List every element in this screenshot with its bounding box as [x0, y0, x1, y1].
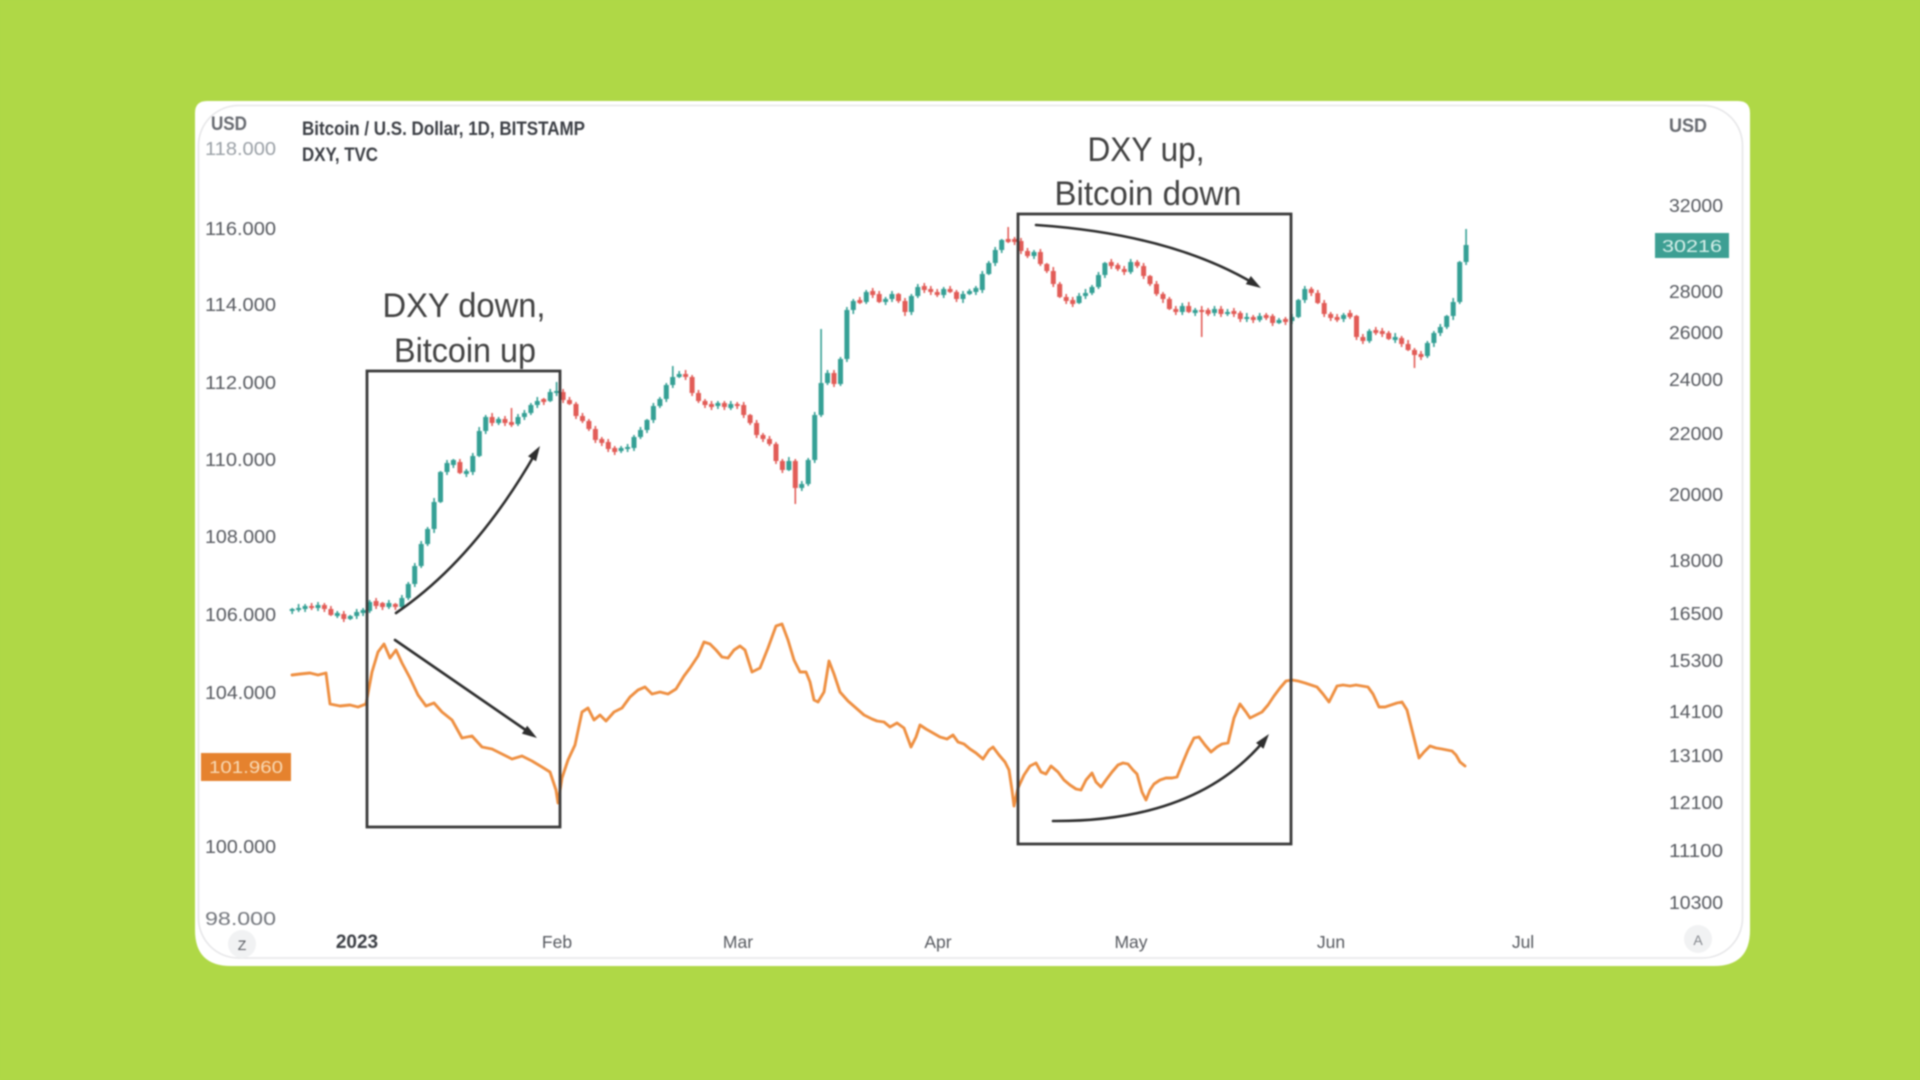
- svg-text:118.000: 118.000: [205, 139, 276, 159]
- svg-text:Feb: Feb: [542, 932, 572, 952]
- svg-text:12100: 12100: [1669, 792, 1723, 813]
- svg-text:18000: 18000: [1669, 550, 1723, 571]
- svg-text:104.000: 104.000: [205, 683, 276, 703]
- svg-text:2023: 2023: [336, 932, 378, 953]
- svg-text:22000: 22000: [1669, 423, 1723, 444]
- svg-text:28000: 28000: [1669, 281, 1723, 302]
- svg-text:14100: 14100: [1669, 701, 1723, 722]
- svg-text:100.000: 100.000: [205, 837, 276, 857]
- svg-text:USD: USD: [211, 114, 247, 135]
- svg-text:A: A: [1693, 932, 1703, 948]
- svg-text:116.000: 116.000: [205, 219, 276, 239]
- svg-text:13100: 13100: [1669, 745, 1723, 766]
- svg-text:32000: 32000: [1669, 195, 1723, 216]
- svg-text:10300: 10300: [1669, 892, 1723, 913]
- svg-text:DXY up,: DXY up,: [1088, 131, 1205, 169]
- svg-text:Mar: Mar: [723, 932, 753, 952]
- svg-text:Bitcoin up: Bitcoin up: [394, 332, 536, 370]
- svg-text:USD: USD: [1669, 116, 1707, 137]
- svg-text:15300: 15300: [1669, 650, 1723, 671]
- svg-text:24000: 24000: [1669, 369, 1723, 390]
- svg-text:11100: 11100: [1669, 840, 1723, 861]
- svg-text:20000: 20000: [1669, 484, 1723, 505]
- svg-text:16500: 16500: [1669, 603, 1723, 624]
- svg-text:106.000: 106.000: [205, 605, 276, 625]
- svg-text:101.960: 101.960: [209, 757, 283, 777]
- svg-text:Bitcoin / U.S. Dollar, 1D, BIT: Bitcoin / U.S. Dollar, 1D, BITSTAMP: [302, 118, 585, 140]
- svg-text:Jun: Jun: [1317, 932, 1345, 952]
- svg-text:May: May: [1114, 932, 1147, 952]
- svg-text:DXY, TVC: DXY, TVC: [302, 144, 378, 166]
- svg-text:DXY down,: DXY down,: [383, 287, 546, 325]
- svg-text:108.000: 108.000: [205, 527, 276, 547]
- svg-text:30216: 30216: [1662, 236, 1722, 256]
- svg-text:Bitcoin down: Bitcoin down: [1055, 175, 1242, 213]
- svg-text:26000: 26000: [1669, 322, 1723, 343]
- svg-text:114.000: 114.000: [205, 295, 276, 315]
- svg-text:Jul: Jul: [1512, 932, 1534, 952]
- svg-text:98.000: 98.000: [205, 909, 276, 929]
- svg-text:Apr: Apr: [924, 932, 951, 952]
- svg-text:112.000: 112.000: [205, 373, 276, 393]
- svg-text:Z: Z: [238, 937, 247, 953]
- svg-text:110.000: 110.000: [205, 450, 276, 470]
